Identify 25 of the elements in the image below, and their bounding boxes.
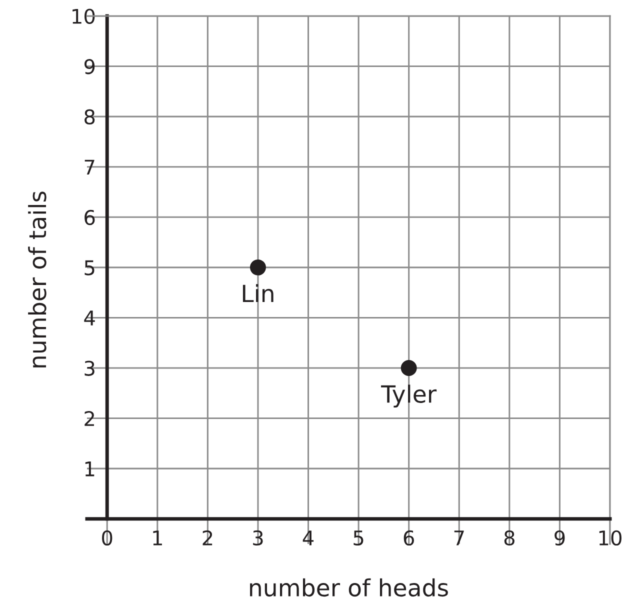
x-tick-label: 1 <box>153 530 162 546</box>
y-tick-label: 5 <box>84 260 94 276</box>
y-tick-label: 2 <box>84 410 94 426</box>
y-tick-label: 3 <box>84 360 94 376</box>
y-axis-title: number of tails <box>28 192 46 368</box>
x-tick-label: 3 <box>253 530 263 546</box>
x-tick-label: 2 <box>202 530 212 546</box>
x-tick-label: 0 <box>102 530 112 546</box>
x-tick-label: 5 <box>354 530 364 546</box>
y-tick-label: 1 <box>85 462 94 476</box>
x-tick-label: 10 <box>599 530 622 546</box>
y-tick-label: 7 <box>84 160 94 175</box>
x-tick-label: 9 <box>554 530 565 546</box>
y-tick-label: 9 <box>84 58 95 74</box>
y-tick-label: 8 <box>84 109 95 125</box>
x-tick-label: 7 <box>454 530 464 546</box>
x-tick-label: 6 <box>404 530 414 546</box>
y-tick-label: 6 <box>84 210 95 226</box>
x-tick-label: 4 <box>302 530 314 546</box>
y-tick-label: 10 <box>72 8 95 24</box>
x-axis-title: number of heads <box>250 578 448 597</box>
x-tick-label: 8 <box>504 530 514 546</box>
y-tick-label: 4 <box>84 310 95 326</box>
annotation: Lin <box>242 284 274 302</box>
annotation: Tyler <box>381 384 437 408</box>
